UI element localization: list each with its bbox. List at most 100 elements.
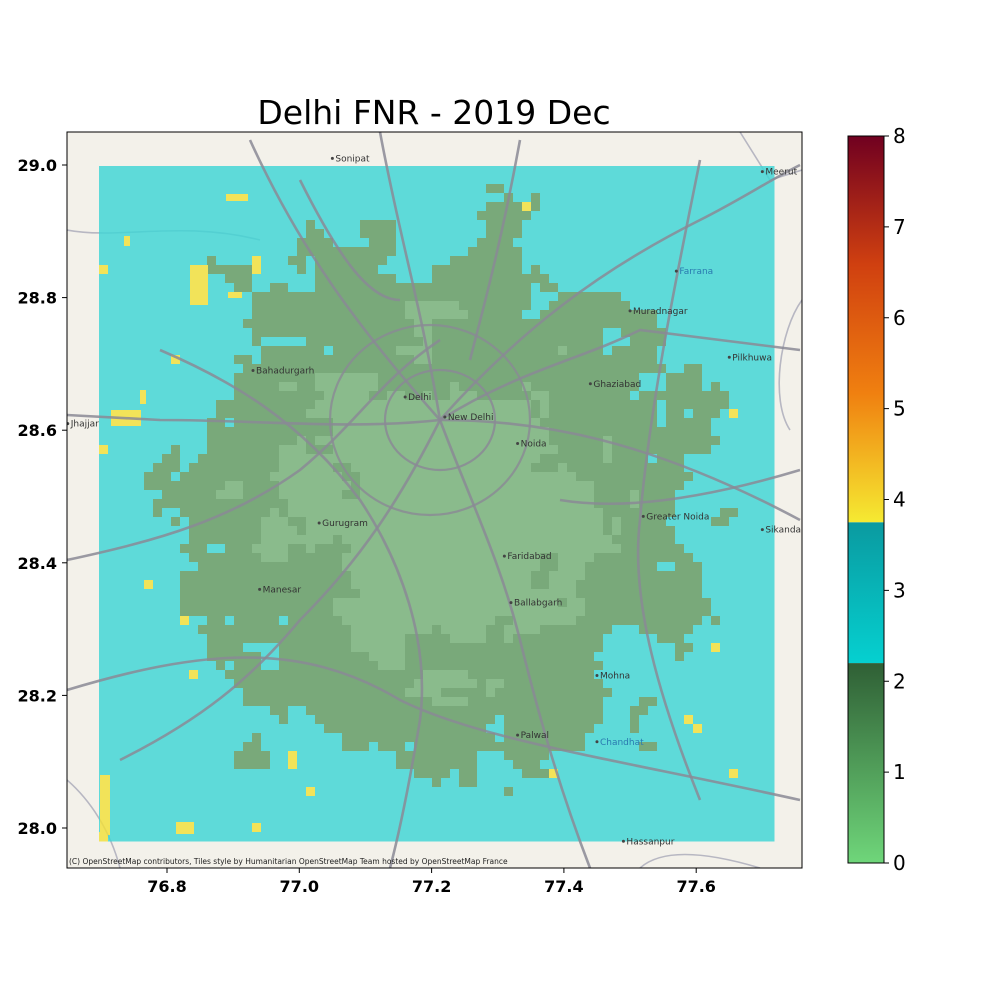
place-label: Hassanpur (626, 837, 674, 847)
road (67, 656, 801, 802)
y-tick-label: 28.2 (18, 686, 57, 705)
place-label: Bahadurgarh (256, 367, 314, 377)
place-dot (509, 601, 513, 605)
road (298, 179, 401, 302)
place-dot (595, 740, 599, 744)
road (378, 132, 442, 421)
place-dot (516, 733, 520, 737)
colorbar-tick-label: 8 (893, 124, 906, 148)
colorbar-segment (848, 522, 884, 664)
place-labels: Sonipat Bahadurgarh Jhajjar Delhi New Delhi G… (67, 154, 827, 847)
fnr-raster (99, 166, 775, 842)
y-tick-label: 28.6 (18, 421, 57, 440)
place-label: Ghaziabad (593, 380, 641, 390)
place-dot (67, 422, 70, 426)
road (439, 328, 801, 422)
x-tick-label: 77.4 (544, 877, 583, 896)
ring-road (383, 368, 497, 472)
high-fnr-patch (190, 265, 208, 305)
place-label: Gurugram (322, 519, 368, 529)
place-label: Jhajjar (70, 420, 99, 430)
colorbar-tick-label: 1 (893, 760, 906, 784)
high-fnr-patch (176, 822, 194, 834)
place-dot (502, 554, 506, 558)
place-dot (641, 514, 645, 518)
x-tick-label: 76.8 (147, 877, 186, 896)
road (159, 348, 424, 868)
road (67, 338, 441, 562)
place-dot (330, 156, 334, 160)
place-dot (621, 839, 625, 843)
high-fnr-patch (226, 194, 248, 201)
map-title: Delhi FNR - 2019 Dec (257, 93, 610, 132)
place-label: Sikandarabad (765, 526, 827, 536)
place-label: Delhi (408, 393, 431, 403)
road (468, 139, 522, 361)
basemap-road (67, 779, 121, 868)
place-dot (628, 309, 632, 313)
y-tick-label: 28.0 (18, 819, 57, 838)
attribution-text: (C) OpenStreetMap contributors, Tiles st… (69, 857, 508, 866)
road (67, 413, 441, 426)
place-dot (403, 395, 407, 399)
colorbar-tick-label: 7 (893, 215, 906, 239)
place-label: Noida (521, 439, 547, 449)
basemap-road (639, 853, 761, 868)
road (248, 139, 441, 421)
place-label: Sonipat (335, 154, 370, 164)
x-axis: 76.8 77.0 77.2 77.4 77.6 (147, 868, 716, 896)
place-dot (251, 369, 255, 373)
place-label: Manesar (263, 585, 302, 595)
place-dot (443, 415, 447, 419)
place-dot (258, 587, 262, 591)
colorbar-tick-label: 6 (893, 306, 906, 330)
colorbar-tick-label: 5 (893, 397, 906, 421)
place-dot (595, 674, 599, 678)
colorbar-segment (848, 136, 884, 523)
major-roads (67, 132, 801, 868)
high-fnr-patch (124, 236, 130, 246)
place-label: Ballabgarh (514, 599, 562, 609)
basemap-road (778, 299, 802, 431)
y-tick-label: 28.8 (18, 289, 57, 308)
road (439, 163, 801, 421)
high-fnr-patch (228, 292, 242, 298)
place-label: Farrana (679, 267, 713, 277)
place-label: Greater Noida (646, 512, 709, 522)
colorbar-ticks: 0 1 2 3 4 5 6 7 8 (884, 124, 906, 875)
colorbar-tick-label: 4 (893, 488, 906, 512)
y-tick-label: 29.0 (18, 156, 57, 175)
y-axis: 29.0 28.8 28.6 28.4 28.2 28.0 (18, 156, 67, 838)
colorbar: 0 1 2 3 4 5 6 7 8 (847, 124, 906, 875)
place-label: Faridabad (507, 552, 551, 562)
road (119, 419, 442, 762)
road (439, 418, 801, 522)
place-label: Muradnagar (633, 307, 688, 317)
colorbar-tick-label: 3 (893, 578, 906, 602)
place-dot (760, 170, 764, 174)
place-label: Chandhat (600, 738, 644, 748)
place-dot (760, 528, 764, 532)
colorbar-segments (848, 136, 884, 863)
high-fnr-patch (140, 390, 146, 404)
colorbar-segment (848, 663, 884, 863)
road (559, 468, 801, 506)
place-dot (317, 521, 321, 525)
place-dot (674, 269, 678, 273)
axes-frame (66, 131, 803, 869)
place-label: Mohna (600, 672, 630, 682)
place-dot (588, 382, 592, 386)
place-dot (727, 355, 731, 359)
x-tick-label: 77.0 (280, 877, 319, 896)
road (636, 159, 702, 801)
map-axes: Sonipat Bahadurgarh Jhajjar Delhi New Delhi G… (18, 131, 827, 896)
colorbar-tick-label: 0 (893, 851, 906, 875)
place-dot (516, 441, 520, 445)
place-label: Palwal (521, 731, 549, 741)
x-tick-label: 77.2 (412, 877, 451, 896)
y-tick-label: 28.4 (18, 554, 57, 573)
place-label: New Delhi (448, 413, 494, 423)
road (438, 419, 592, 868)
place-label: Meerut (765, 168, 797, 178)
